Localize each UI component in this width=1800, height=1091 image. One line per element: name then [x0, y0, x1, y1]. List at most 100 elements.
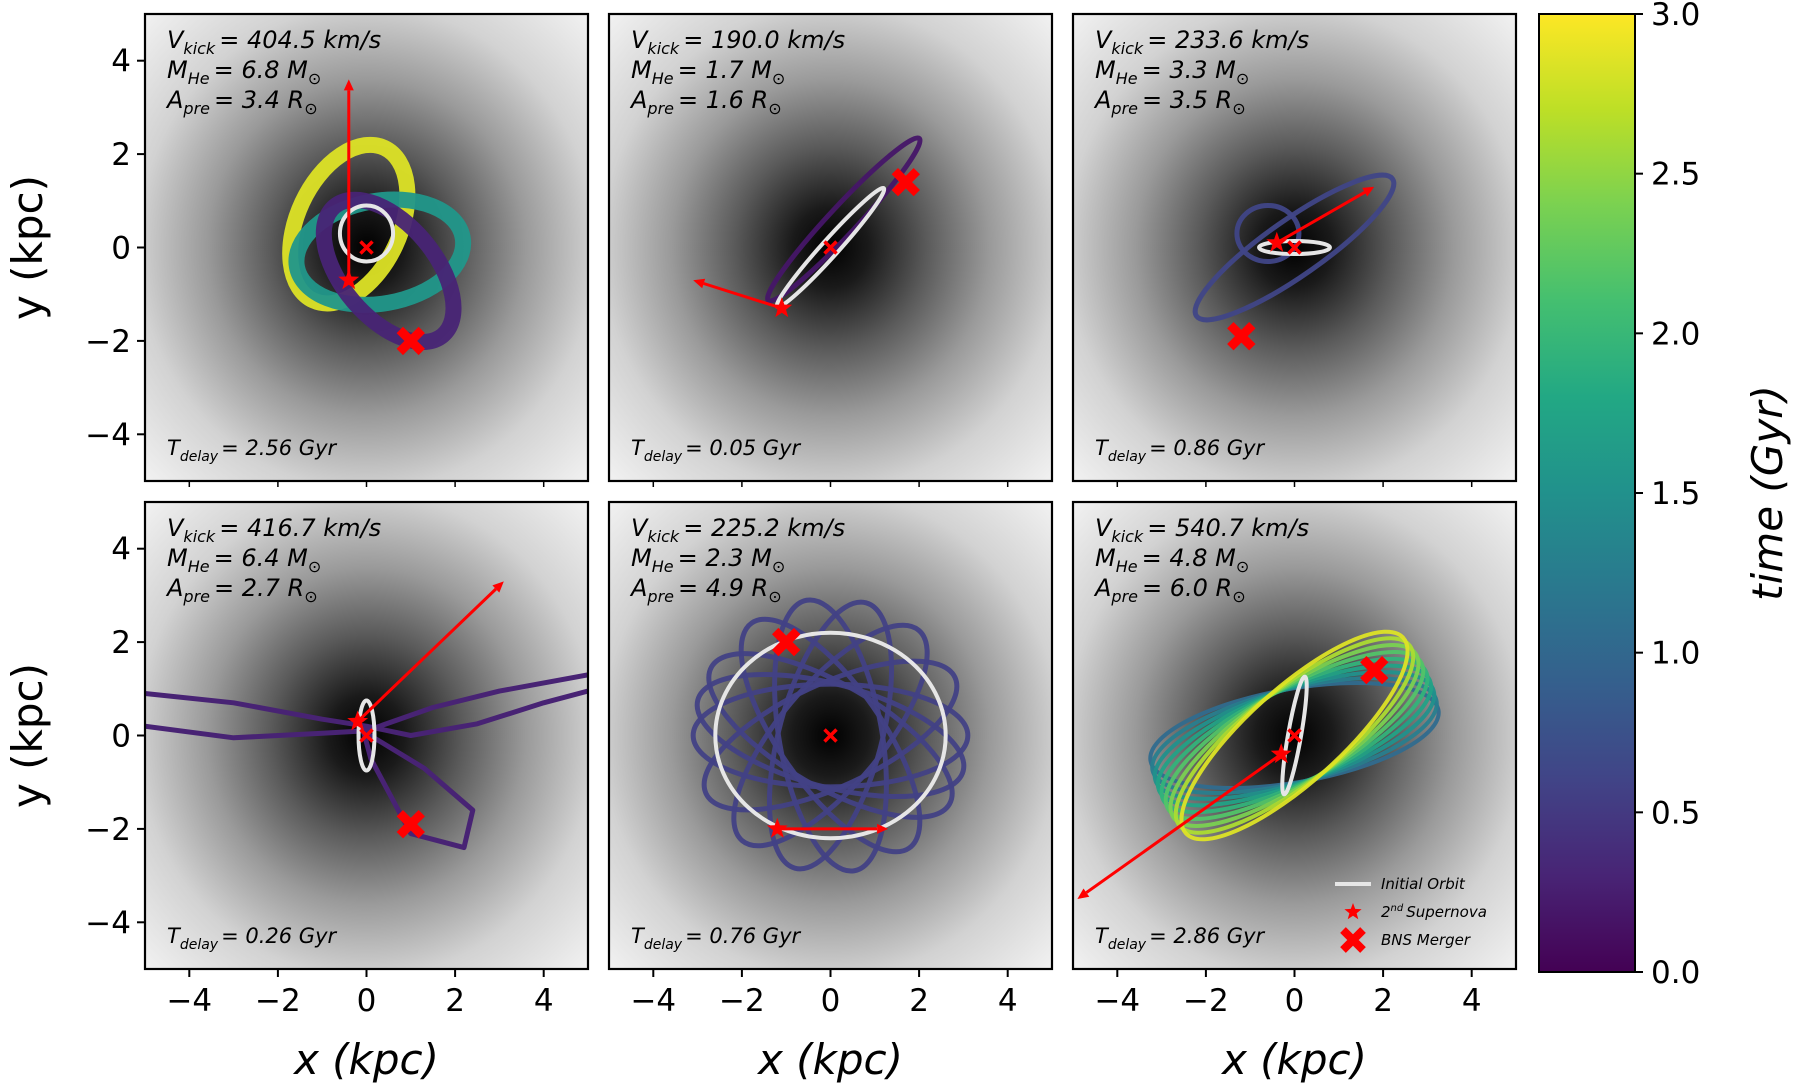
vkick-label: Vkick = 416.7 km/s	[167, 514, 381, 546]
colorbar-tick-label: 0.5	[1651, 795, 1700, 831]
legend-initial-orbit-label: Initial Orbit	[1381, 875, 1466, 893]
galaxy-center-marker	[359, 240, 374, 255]
vkick-label: Vkick = 404.5 km/s	[167, 26, 381, 58]
apre-label: Apre = 4.9 R⊙	[629, 574, 782, 606]
x-tick-label: 0	[357, 983, 377, 1019]
colorbar-tick-label: 1.0	[1651, 636, 1700, 672]
plot-area	[282, 79, 472, 356]
initial-orbit	[1280, 674, 1309, 797]
kick-arrowhead	[693, 278, 706, 289]
kick-arrowhead	[1077, 888, 1090, 899]
plot-area	[1077, 629, 1441, 899]
mhe-label: MHe = 6.4 M⊙	[167, 544, 321, 576]
trajectory-loop	[1234, 202, 1302, 265]
x-tick-label: −2	[1183, 983, 1229, 1019]
plot-area	[145, 581, 588, 851]
colorbar-gradient	[1539, 14, 1635, 972]
y-tick-label: −4	[85, 417, 131, 453]
kick-arrow	[356, 587, 497, 723]
y-tick-label: 4	[111, 44, 131, 80]
merger-marker	[396, 326, 425, 356]
y-axis-label: y (kpc)	[3, 663, 52, 808]
y-axis-label: y (kpc)	[3, 175, 52, 320]
kick-arrow	[703, 282, 783, 310]
x-tick-label: 2	[1373, 983, 1393, 1019]
kick-arrowhead	[492, 581, 504, 593]
merger-marker	[396, 810, 425, 839]
galaxy-center-marker	[823, 728, 838, 743]
trajectory-loop	[765, 135, 923, 304]
vkick-label: Vkick = 540.7 km/s	[1095, 514, 1309, 546]
y-tick-label: 2	[111, 625, 131, 661]
kick-arrow	[1276, 190, 1366, 245]
initial-orbit	[356, 698, 377, 773]
x-tick-label: 0	[821, 983, 841, 1019]
x-tick-label: 2	[909, 983, 929, 1019]
x-tick-label: 4	[534, 983, 554, 1019]
y-tick-label: 0	[111, 231, 131, 267]
apre-label: Apre = 1.6 R⊙	[629, 86, 782, 118]
plot-area	[690, 597, 971, 874]
merger-marker	[1227, 322, 1256, 351]
x-tick-label: 0	[1285, 983, 1305, 1019]
kick-arrow	[1085, 752, 1283, 894]
supernova-marker	[1270, 743, 1292, 764]
apre-label: Apre = 2.7 R⊙	[165, 574, 318, 606]
y-tick-label: 4	[111, 532, 131, 568]
kick-arrowhead	[877, 823, 889, 834]
x-tick-label: −2	[719, 983, 765, 1019]
apre-label: Apre = 6.0 R⊙	[1093, 574, 1246, 606]
trajectory-loop	[315, 191, 462, 350]
x-tick-label: 4	[998, 983, 1018, 1019]
plot-area	[693, 135, 923, 318]
tdelay-label: Tdelay = 2.56 Gyr	[167, 436, 337, 465]
galaxy-center-marker	[1287, 728, 1302, 743]
x-tick-label: 2	[445, 983, 465, 1019]
colorbar-tick-label: 3.0	[1651, 0, 1700, 33]
colorbar-tick-label: 2.5	[1651, 157, 1700, 193]
colorbar-tick-label: 0.0	[1651, 955, 1700, 991]
mhe-label: MHe = 6.8 M⊙	[167, 56, 321, 88]
tdelay-label: Tdelay = 2.86 Gyr	[1095, 924, 1265, 953]
y-tick-label: −2	[85, 812, 131, 848]
legend-merger-label: BNS Merger	[1381, 931, 1471, 949]
plot-area	[1192, 172, 1397, 351]
kick-arrowhead	[1362, 186, 1375, 197]
colorbar-tick-label: 2.0	[1651, 316, 1700, 352]
trajectory-loop	[1179, 629, 1410, 842]
mhe-label: MHe = 4.8 M⊙	[1095, 544, 1249, 576]
vkick-label: Vkick = 190.0 km/s	[631, 26, 845, 58]
supernova-marker	[347, 710, 369, 731]
vkick-label: Vkick = 225.2 km/s	[631, 514, 845, 546]
vkick-label: Vkick = 233.6 km/s	[1095, 26, 1309, 58]
merger-marker	[891, 167, 920, 197]
trajectory-loop	[282, 136, 416, 312]
trajectory-loop	[738, 616, 923, 855]
x-axis-label: x (kpc)	[292, 1035, 439, 1084]
x-tick-label: 4	[1462, 983, 1482, 1019]
legend: Initial Orbit 2nd Supernova BNS Merger	[1335, 875, 1487, 953]
initial-orbit	[1257, 238, 1332, 257]
trajectory-loop	[701, 658, 960, 813]
galaxy-center-marker	[359, 728, 374, 743]
x-tick-label: −4	[630, 983, 676, 1019]
apre-label: Apre = 3.5 R⊙	[1093, 86, 1246, 118]
trajectory-loop	[731, 622, 930, 849]
trajectory-path	[145, 672, 588, 741]
y-tick-label: −4	[85, 905, 131, 941]
initial-orbit	[713, 630, 948, 841]
mhe-label: MHe = 1.7 M⊙	[631, 56, 785, 88]
initial-orbit	[337, 203, 396, 264]
apre-label: Apre = 3.4 R⊙	[165, 86, 318, 118]
y-tick-label: 0	[111, 719, 131, 755]
x-axis-label: x (kpc)	[1220, 1035, 1367, 1084]
trajectory-loop	[772, 597, 889, 874]
galaxy-center-marker	[823, 240, 838, 255]
tdelay-label: Tdelay = 0.26 Gyr	[167, 924, 337, 953]
